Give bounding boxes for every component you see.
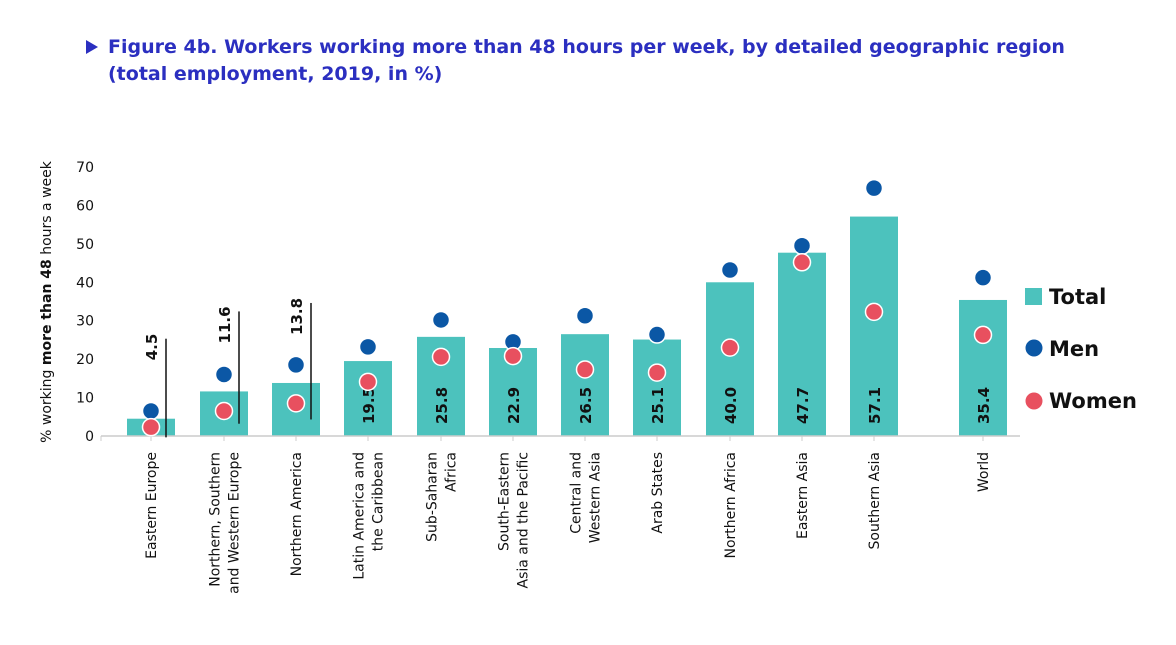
x-category-label: Northern Africa	[723, 452, 739, 559]
bar-total	[633, 339, 681, 436]
dot-women	[864, 302, 884, 322]
bar-value-label: 40.0	[722, 387, 740, 424]
x-category-label-line: Arab States	[650, 452, 666, 534]
dot-men	[973, 268, 993, 287]
x-category-label-line: Africa	[444, 452, 460, 492]
x-category-label-line: Sub-Saharan	[425, 452, 441, 542]
legend-total-label: Total	[1049, 285, 1106, 309]
y-axis-label-part: % working	[39, 365, 55, 443]
x-category-label-line: Northern Africa	[723, 452, 739, 559]
legend-women-label: Women	[1049, 389, 1137, 413]
x-category-label-line: Latin America and	[352, 452, 368, 580]
dot-men	[864, 178, 884, 198]
x-category-label: Northern, Southern and Western Europe	[208, 452, 243, 594]
dot-women	[792, 253, 812, 272]
dot-men	[720, 260, 740, 280]
x-category-label: Sub-Saharan Africa	[425, 452, 460, 542]
legend-men-label: Men	[1049, 337, 1099, 361]
y-tick-label: 30	[76, 314, 94, 330]
bar-value-label: 25.1	[649, 387, 667, 424]
x-category-label-line: Southern Asia	[867, 452, 883, 549]
dot-men	[647, 325, 667, 344]
x-category-label-line: the Caribbean	[371, 452, 387, 551]
x-category-label: Latin America and the Caribbean	[352, 452, 387, 580]
y-tick-label: 10	[76, 391, 94, 407]
dot-women	[973, 325, 993, 345]
y-tick-label: 20	[76, 352, 94, 368]
x-category-label-line: Northern, Southern	[208, 452, 224, 587]
y-tick-label: 60	[76, 198, 94, 214]
bar-total	[561, 334, 609, 436]
dot-women	[358, 372, 378, 392]
x-category-label-line: South-Eastern	[497, 452, 513, 551]
dot-men	[792, 236, 812, 256]
x-category-label: World	[976, 452, 992, 492]
x-category-label-line: World	[976, 452, 992, 492]
chart-title-line-2: (total employment, 2019, in %)	[108, 63, 443, 85]
x-category-label: Central and Western Asia	[569, 452, 604, 543]
bar-value-label: 22.9	[505, 387, 523, 424]
x-category-label: Northern America	[289, 452, 305, 576]
dot-men	[575, 306, 595, 325]
bar-value-label: 11.6	[216, 306, 234, 343]
y-tick-label: 70	[76, 160, 94, 176]
bar-total	[778, 252, 826, 436]
x-category-label: Southern Asia	[867, 452, 883, 549]
y-tick-label: 0	[85, 429, 94, 445]
dot-women	[286, 394, 306, 413]
legend-total-swatch	[1025, 288, 1042, 305]
x-category-label-line: Eastern Europe	[144, 452, 160, 559]
y-axis-label-part: more than 48	[39, 259, 55, 365]
dot-women	[503, 346, 523, 366]
x-category-label: South-Eastern Asia and the Pacific	[497, 452, 532, 589]
chart-title-line-1: Figure 4b. Workers working more than 48 …	[108, 36, 1065, 58]
dot-men	[141, 401, 161, 421]
dot-men	[358, 337, 378, 357]
x-category-label-line: Central and	[569, 452, 585, 534]
bar-value-label: 47.7	[794, 387, 812, 424]
y-axis-label: % working more than 48 hours a week	[39, 160, 55, 443]
dot-men	[214, 365, 234, 384]
bar-total	[850, 216, 898, 436]
dot-men	[431, 310, 451, 330]
chart-title: Figure 4b. Workers working more than 48 …	[86, 34, 1086, 88]
x-category-label-line: and Western Europe	[227, 452, 243, 594]
x-category-label-line: Asia and the Pacific	[516, 452, 532, 589]
dot-women	[720, 338, 740, 357]
dot-women	[575, 360, 595, 379]
dot-men	[286, 355, 306, 375]
title-triangle-icon	[86, 40, 98, 54]
x-category-label-line: Northern America	[289, 452, 305, 576]
legend-women-swatch	[1025, 392, 1043, 410]
bar-value-label: 25.8	[433, 387, 451, 424]
dot-women	[431, 347, 451, 367]
bar-value-label: 35.4	[975, 387, 993, 424]
bar-value-label: 19.5	[360, 387, 378, 424]
bar-value-label: 26.5	[577, 387, 595, 424]
dot-women	[647, 363, 667, 382]
x-category-label: Arab States	[650, 452, 666, 534]
x-category-label: Eastern Europe	[144, 452, 160, 559]
y-tick-label: 40	[76, 275, 94, 291]
bar-value-label: 13.8	[288, 298, 306, 335]
bar-value-label: 4.5	[143, 334, 161, 361]
x-category-label: Eastern Asia	[795, 452, 811, 539]
dot-women	[214, 401, 234, 421]
x-category-label-line: Eastern Asia	[795, 452, 811, 539]
bar-value-label: 57.1	[866, 387, 884, 424]
bar-total	[959, 299, 1007, 436]
y-tick-label: 50	[76, 237, 94, 253]
legend-men-swatch	[1025, 339, 1043, 357]
y-axis-label-part: hours a week	[39, 160, 55, 259]
x-category-label-line: Western Asia	[588, 452, 604, 543]
dot-women	[141, 417, 161, 437]
bar-total	[706, 282, 754, 436]
